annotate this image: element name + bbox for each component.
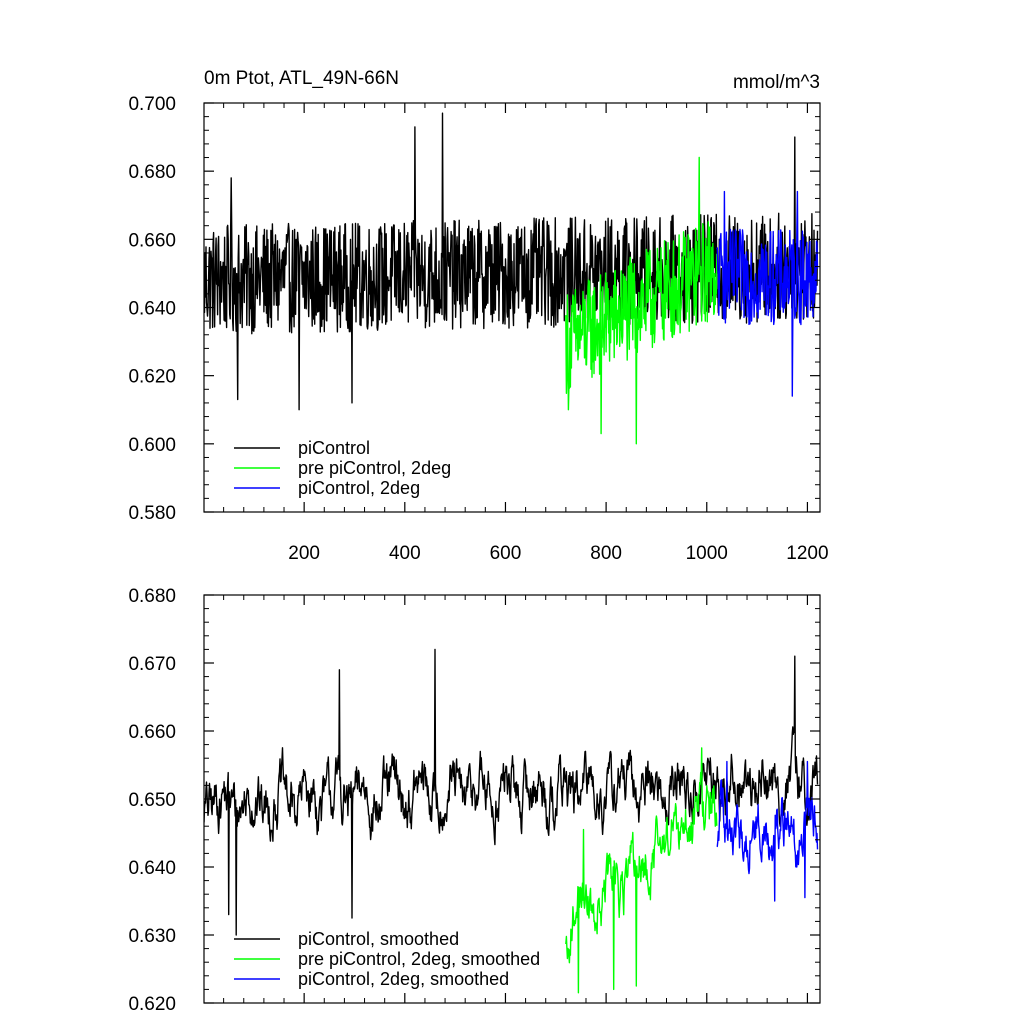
series-line-picontrol (204, 112, 819, 411)
series-line-picontrol-2deg-smoothed (716, 760, 819, 902)
y-tick-label: 0.640 (128, 299, 176, 320)
y-tick-label: 0.640 (128, 858, 176, 879)
units-label: mmol/m^3 (733, 72, 820, 93)
y-tick-label: 0.630 (128, 926, 176, 947)
y-tick-label: 0.680 (128, 586, 176, 607)
legend-label: piControl, smoothed (298, 929, 459, 949)
series-line-pre-picontrol-2deg (565, 156, 718, 445)
legend-label: piControl, 2deg (298, 478, 420, 498)
plot-frame (203, 102, 821, 513)
y-tick-label: 0.620 (128, 367, 176, 388)
x-tick-label: 800 (590, 543, 622, 564)
x-tick-label: 1000 (686, 543, 728, 564)
y-tick-label: 0.580 (128, 503, 176, 524)
legend-label: piControl, 2deg, smoothed (298, 969, 509, 989)
y-tick-label: 0.670 (128, 654, 176, 675)
y-tick-label: 0.660 (128, 722, 176, 743)
chart-title: 0m Ptot, ATL_49N-66N (204, 68, 399, 89)
x-tick-label: 1200 (786, 543, 828, 564)
y-tick-label: 0.620 (128, 994, 176, 1015)
series-line-picontrol-smoothed (204, 648, 819, 936)
legend-label: pre piControl, 2deg (298, 458, 451, 478)
x-tick-label: 400 (389, 543, 421, 564)
y-tick-label: 0.660 (128, 230, 176, 251)
bottom-plot-panel: 0.620 0.630 0.640 0.650 0.660 0.670 0.680 piCon… (128, 586, 821, 1015)
y-tick-label: 0.680 (128, 162, 176, 183)
legend-label: piControl (298, 438, 370, 458)
series-line-picontrol-2deg (716, 190, 819, 397)
top-plot-panel: 0.580 0.600 0.620 0.640 0.660 0.680 0.700 200 40… (128, 94, 828, 564)
legend-label: pre piControl, 2deg, smoothed (298, 949, 540, 969)
x-tick-label: 200 (288, 543, 320, 564)
series-line-pre-picontrol-2deg-smoothed (565, 747, 718, 994)
y-tick-label: 0.600 (128, 435, 176, 456)
x-tick-label: 600 (490, 543, 522, 564)
y-tick-label: 0.650 (128, 790, 176, 811)
y-tick-label: 0.700 (128, 94, 176, 115)
